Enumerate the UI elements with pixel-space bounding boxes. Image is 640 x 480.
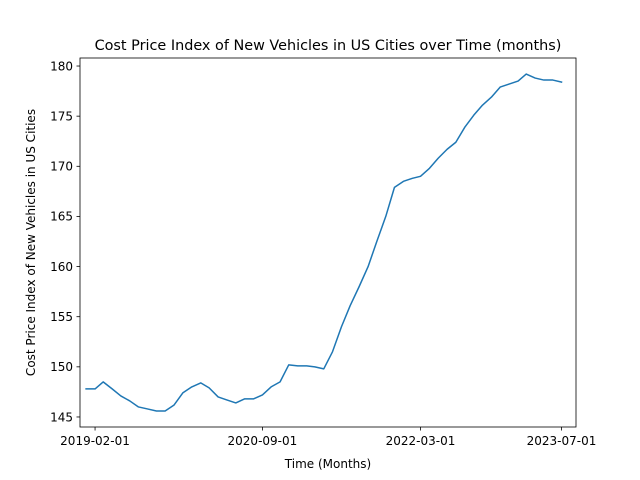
y-tick-label: 155 xyxy=(50,310,73,324)
y-tick-label: 165 xyxy=(50,210,73,224)
y-tick-label: 160 xyxy=(50,260,73,274)
plot-area xyxy=(79,57,577,428)
y-tick-label: 150 xyxy=(50,360,73,374)
y-tick-label: 170 xyxy=(50,160,73,174)
y-tick-label: 175 xyxy=(50,109,73,123)
y-tick-label: 180 xyxy=(50,59,73,73)
series-line-0 xyxy=(85,73,563,412)
x-tick-label: 2022-03-01 xyxy=(386,434,456,448)
y-axis: 145 150 155 160 165 170 175 180 xyxy=(50,59,80,424)
x-tick-label: 2019-02-01 xyxy=(60,434,130,448)
y-axis-label: Cost Price Index of New Vehicles in US C… xyxy=(24,109,38,376)
chart-title: Cost Price Index of New Vehicles in US C… xyxy=(95,38,562,54)
y-tick-label: 145 xyxy=(50,410,73,424)
x-tick-label: 2023-07-01 xyxy=(527,434,597,448)
x-tick-label: 2020-09-01 xyxy=(228,434,298,448)
series-layer xyxy=(85,73,563,412)
x-axis-label: Time (Months) xyxy=(284,457,371,471)
x-axis: 2019-02-01 2020-09-01 2022-03-01 2023-07-01 xyxy=(60,427,596,448)
axes-frame xyxy=(79,57,577,428)
